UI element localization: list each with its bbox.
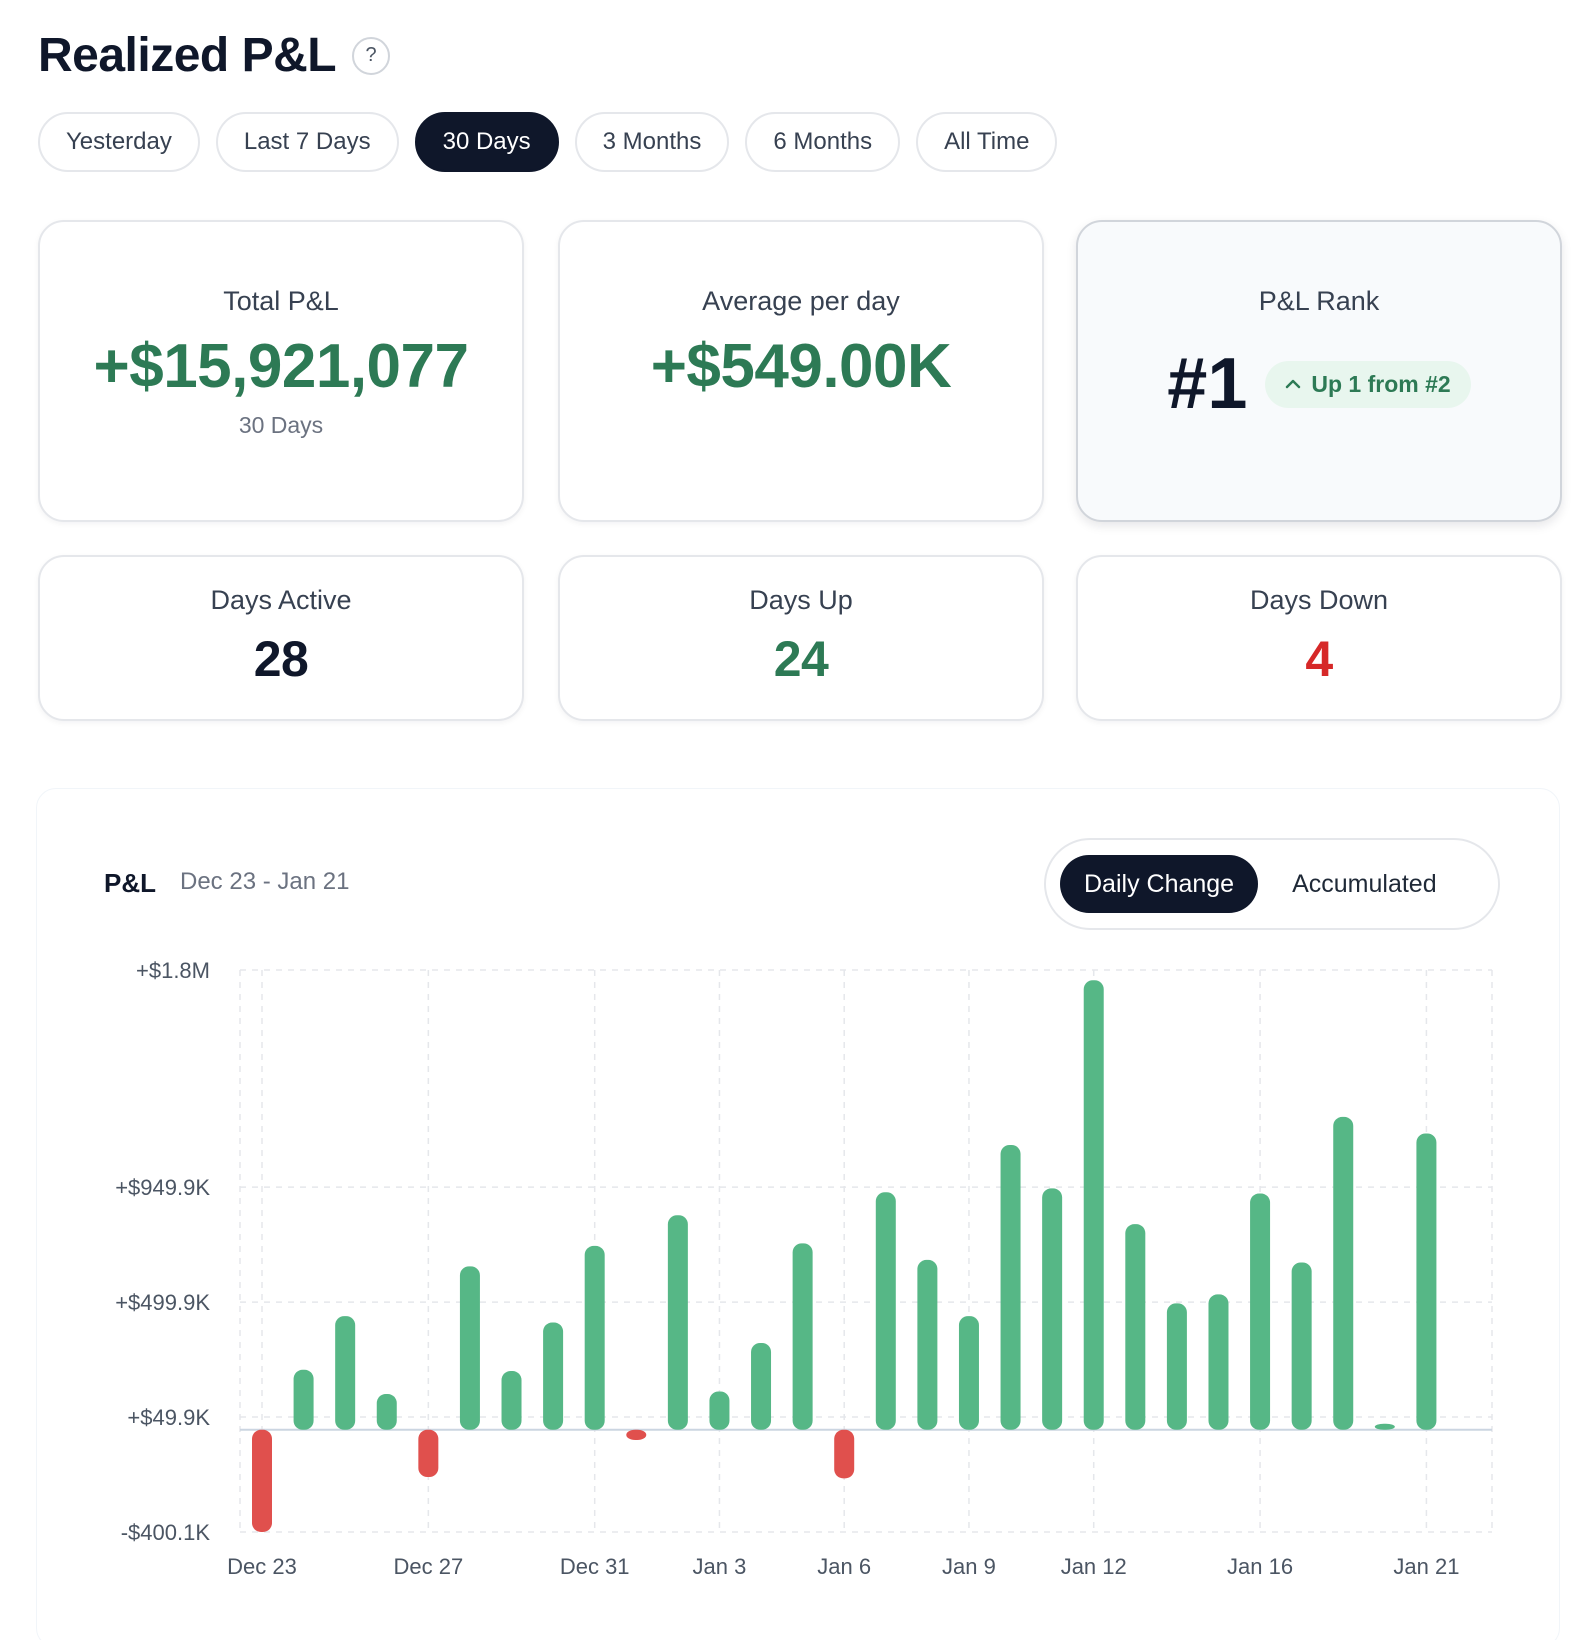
x-tick-label: Jan 9 [942, 1554, 996, 1579]
page-header: Realized P&L ? [38, 28, 391, 83]
bar-jan-13 [1125, 1224, 1146, 1430]
bar-dec-24 [293, 1369, 314, 1430]
bar-jan-16 [1250, 1193, 1271, 1430]
x-tick-label: Dec 31 [560, 1554, 630, 1579]
bar-dec-25 [335, 1316, 356, 1430]
chart-title: P&L [104, 868, 156, 898]
bar-dec-30 [543, 1322, 564, 1430]
daily-change-button[interactable]: Daily Change [1060, 855, 1259, 913]
pnl-rank-label: P&L Rank [1258, 286, 1380, 316]
bar-jan-19 [1374, 1423, 1395, 1430]
y-tick-label: +$949.9K [115, 1175, 210, 1200]
y-tick-label: -$400.1K [121, 1520, 211, 1545]
days-down-card: Days Down 4 [1076, 555, 1562, 721]
chevron-up-icon [1285, 378, 1301, 390]
bar-jan-7 [875, 1192, 896, 1430]
x-tick-label: Jan 21 [1393, 1554, 1459, 1579]
total-pnl-value: +$15,921,077 [93, 332, 470, 401]
bar-jan-8 [917, 1259, 938, 1430]
days-active-card: Days Active 28 [38, 555, 524, 721]
days-up-label: Days Up [749, 585, 853, 615]
average-per-day-value: +$549.00K [650, 332, 952, 401]
tab-yesterday[interactable]: Yesterday [38, 112, 200, 172]
bar-jan-6 [834, 1429, 855, 1479]
total-pnl-label: Total P&L [223, 286, 339, 316]
x-tick-label: Jan 16 [1227, 1554, 1293, 1579]
bar-jan-10 [1000, 1144, 1021, 1430]
bar-jan-12 [1083, 980, 1104, 1430]
days-down-label: Days Down [1249, 585, 1389, 615]
bar-dec-31 [584, 1245, 605, 1430]
chart-date-range: Dec 23 - Jan 21 [180, 868, 350, 895]
bar-jan-3 [709, 1391, 730, 1430]
bar-jan-17 [1291, 1262, 1312, 1430]
bar-jan-4 [751, 1342, 772, 1430]
chart-panel [36, 788, 1560, 1640]
average-per-day-label: Average per day [702, 286, 900, 316]
bar-dec-28 [459, 1266, 480, 1430]
tab-30-days[interactable]: 30 Days [414, 112, 559, 172]
bar-jan-2 [667, 1215, 688, 1430]
rank-row: #1 Up 1 from #2 [1078, 343, 1560, 425]
y-tick-label: +$1.8M [136, 958, 210, 983]
range-tabs: Yesterday Last 7 Days 30 Days 3 Months 6… [38, 112, 1058, 172]
x-tick-label: Dec 27 [393, 1554, 463, 1579]
pnl-bar-chart: +$1.8M +$949.9K +$499.9K +$49.9K -$400.1K Dec… [115, 958, 1493, 1579]
bar-jan-15 [1208, 1294, 1229, 1430]
total-pnl-card: Total P&L +$15,921,077 30 Days [38, 220, 524, 522]
average-per-day-card: Average per day +$549.00K [558, 220, 1044, 522]
bar-jan-20 [1416, 1133, 1437, 1430]
days-active-value: 28 [253, 631, 309, 687]
bar-dec-26 [376, 1394, 397, 1430]
total-pnl-period: 30 Days [238, 412, 324, 438]
bar-jan-1 [626, 1429, 647, 1441]
y-tick-label: +$499.9K [115, 1290, 210, 1315]
y-tick-label: +$49.9K [127, 1405, 210, 1430]
chart-mode-toggle: Daily Change Accumulated [1044, 838, 1500, 930]
bar-jan-14 [1166, 1303, 1187, 1430]
rank-change-text: Up 1 from #2 [1311, 370, 1451, 397]
accumulated-button[interactable]: Accumulated [1292, 869, 1437, 898]
x-tick-label: Jan 12 [1061, 1554, 1127, 1579]
help-icon[interactable]: ? [352, 36, 391, 75]
days-up-value: 24 [773, 631, 829, 687]
page-title: Realized P&L [38, 29, 337, 82]
rank-change-badge: Up 1 from #2 [1265, 360, 1471, 408]
pnl-rank-value: #1 [1167, 344, 1248, 424]
bar-dec-29 [501, 1371, 522, 1430]
tab-3-months[interactable]: 3 Months [574, 112, 730, 172]
bar-dec-27 [418, 1429, 439, 1478]
bar-jan-11 [1042, 1188, 1063, 1430]
bar-jan-18 [1333, 1116, 1354, 1430]
x-tick-label: Dec 23 [227, 1554, 297, 1579]
days-up-card: Days Up 24 [558, 555, 1044, 721]
tab-last-7-days[interactable]: Last 7 Days [215, 112, 399, 172]
bar-jan-5 [792, 1243, 813, 1430]
pnl-rank-card: P&L Rank #1 Up 1 from #2 [1076, 220, 1562, 522]
days-down-value: 4 [1305, 631, 1333, 687]
tab-6-months[interactable]: 6 Months [745, 112, 901, 172]
bar-jan-9 [958, 1316, 979, 1430]
days-active-label: Days Active [210, 585, 352, 615]
x-tick-label: Jan 6 [817, 1554, 871, 1579]
x-tick-label: Jan 3 [693, 1554, 747, 1579]
bar-dec-23 [252, 1429, 272, 1532]
tab-all-time[interactable]: All Time [916, 112, 1058, 172]
